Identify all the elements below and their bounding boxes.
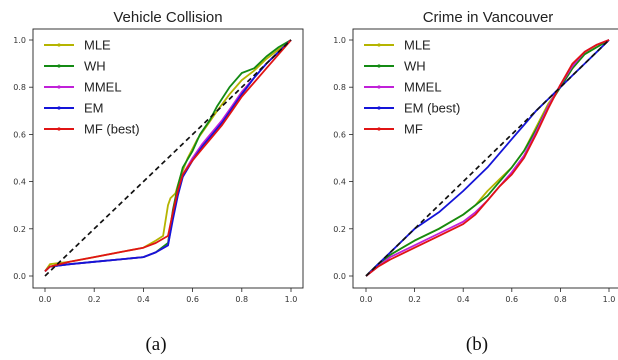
chart-title: Crime in Vancouver (423, 9, 554, 26)
y-tick-label: 0.0 (333, 272, 346, 281)
series-layer (365, 39, 610, 277)
legend-marker-mle (57, 43, 61, 47)
chart-panel-crime-in-vancouver: Crime in Vancouver 0.0 0.2 0.4 0.6 0.8 1.0 0.… (333, 9, 618, 355)
chart-panel-vehicle-collision: Vehicle Collision 0.0 0.2 0.4 0.6 0.8 1.0 0.0… (13, 9, 304, 355)
legend-label-mf-best: MF (best) (84, 122, 140, 137)
plot-frame (352, 28, 618, 289)
series-line-mf-best (44, 39, 292, 272)
legend-label-mle: MLE (404, 38, 431, 53)
legend-marker-mle (377, 43, 381, 47)
x-tick-label: 0.0 (39, 295, 52, 304)
legend-marker-mf (377, 127, 381, 131)
panel-caption: (a) (145, 334, 166, 355)
y-tick-label: 0.4 (13, 178, 26, 187)
panel-caption: (b) (466, 334, 488, 355)
legend-marker-em-best (377, 106, 381, 110)
y-tick-label: 0.8 (13, 83, 26, 92)
y-tick-label: 0.0 (13, 272, 26, 281)
reference-diagonal-line (365, 39, 610, 277)
y-axis: 0.0 0.2 0.4 0.6 0.8 1.0 (13, 36, 33, 281)
x-tick-label: 0.6 (505, 295, 518, 304)
legend-marker-em (57, 106, 61, 110)
x-tick-label: 1.0 (285, 295, 298, 304)
legend-marker-wh (377, 64, 381, 68)
legend-label-mle: MLE (84, 38, 111, 53)
y-tick-label: 1.0 (13, 36, 26, 45)
y-tick-label: 0.8 (333, 83, 346, 92)
plot-frame (32, 28, 304, 289)
legend-label-em-best: EM (best) (404, 101, 460, 116)
x-tick-label: 0.0 (360, 295, 373, 304)
reference-diagonal-line (44, 39, 292, 277)
x-axis: 0.0 0.2 0.4 0.6 0.8 1.0 (39, 288, 298, 304)
y-tick-label: 0.6 (333, 130, 346, 139)
y-tick-label: 0.6 (13, 130, 26, 139)
legend: MLE WH MMEL EM MF (best) (44, 38, 140, 137)
series-line-wh (365, 39, 610, 277)
legend-label-mf: MF (404, 122, 423, 137)
series-layer (44, 39, 292, 277)
x-tick-label: 0.8 (235, 295, 248, 304)
legend-label-wh: WH (404, 59, 426, 74)
legend-marker-wh (57, 64, 61, 68)
legend-label-mmel: MMEL (84, 80, 122, 95)
legend-label-mmel: MMEL (404, 80, 442, 95)
y-tick-label: 0.2 (333, 225, 346, 234)
x-tick-label: 0.4 (457, 295, 470, 304)
y-tick-label: 0.2 (13, 225, 26, 234)
x-tick-label: 0.2 (408, 295, 421, 304)
y-tick-label: 0.4 (333, 178, 346, 187)
y-tick-label: 1.0 (333, 36, 346, 45)
legend: MLE WH MMEL EM (best) MF (364, 38, 460, 137)
series-line-em-best (365, 39, 610, 277)
legend-label-em: EM (84, 101, 104, 116)
x-tick-label: 1.0 (603, 295, 616, 304)
legend-marker-mmel (57, 85, 61, 89)
x-tick-label: 0.6 (186, 295, 199, 304)
x-tick-label: 0.2 (88, 295, 101, 304)
x-axis: 0.0 0.2 0.4 0.6 0.8 1.0 (360, 288, 616, 304)
y-axis: 0.0 0.2 0.4 0.6 0.8 1.0 (333, 36, 353, 281)
x-tick-label: 0.8 (554, 295, 567, 304)
series-line-mf (365, 39, 610, 277)
legend-marker-mmel (377, 85, 381, 89)
x-tick-label: 0.4 (137, 295, 150, 304)
legend-marker-mf-best (57, 127, 61, 131)
legend-label-wh: WH (84, 59, 106, 74)
chart-title: Vehicle Collision (113, 9, 222, 26)
